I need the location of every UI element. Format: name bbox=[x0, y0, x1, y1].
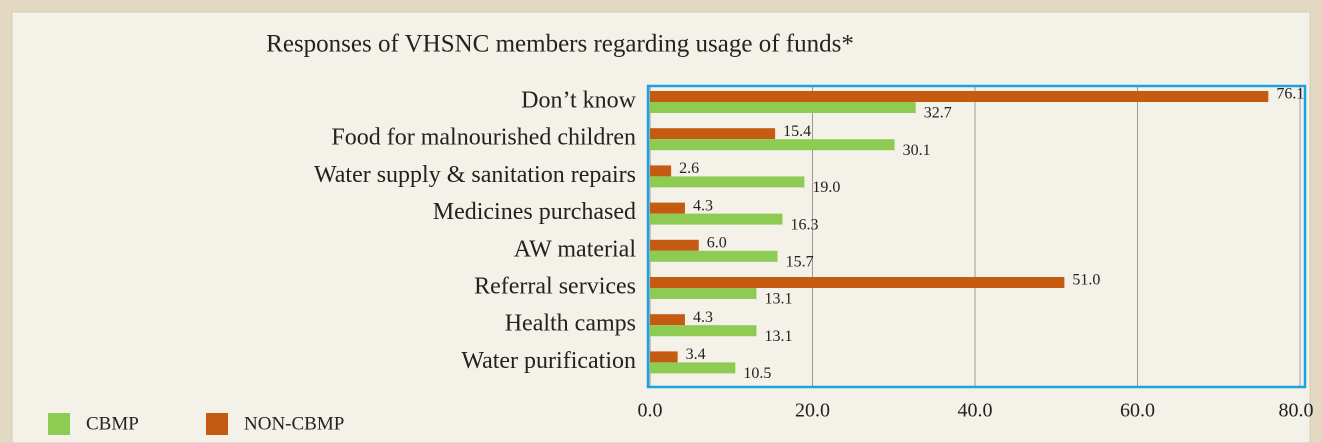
y-tick-label: Health camps bbox=[505, 311, 636, 337]
bar bbox=[650, 102, 916, 113]
value-label: 13.1 bbox=[764, 291, 792, 308]
legend-label: CBMP bbox=[86, 413, 139, 434]
x-tick-label: 80.0 bbox=[1279, 400, 1314, 422]
legend-label: NON-CBMP bbox=[244, 413, 344, 434]
value-label: 76.1 bbox=[1276, 86, 1304, 103]
bar bbox=[650, 250, 778, 262]
y-tick-label: Referral services bbox=[474, 274, 636, 300]
legend-swatch bbox=[206, 413, 228, 435]
y-tick-label: Water supply & sanitation repairs bbox=[314, 162, 636, 188]
bar bbox=[650, 213, 783, 225]
value-label: 13.1 bbox=[764, 328, 792, 345]
value-label: 4.3 bbox=[693, 309, 713, 326]
bar bbox=[650, 128, 776, 140]
y-tick-label: AW material bbox=[514, 236, 637, 262]
y-tick-label: Don’t know bbox=[521, 88, 637, 114]
value-label: 6.0 bbox=[707, 234, 727, 251]
value-label: 15.7 bbox=[786, 253, 814, 270]
legend-swatch bbox=[48, 413, 70, 435]
x-tick-label: 20.0 bbox=[795, 400, 830, 422]
chart-title: Responses of VHSNC members regarding usa… bbox=[266, 31, 854, 58]
value-label: 19.0 bbox=[812, 179, 840, 196]
value-label: 30.1 bbox=[903, 142, 931, 159]
y-tick-label: Food for malnourished children bbox=[331, 125, 636, 151]
value-label: 10.5 bbox=[743, 365, 771, 382]
bar bbox=[650, 91, 1269, 102]
x-tick-label: 40.0 bbox=[958, 400, 993, 422]
value-label: 16.3 bbox=[790, 216, 818, 233]
value-label: 15.4 bbox=[783, 123, 811, 140]
value-label: 32.7 bbox=[924, 105, 952, 122]
value-label: 4.3 bbox=[693, 197, 713, 214]
bar bbox=[650, 351, 678, 363]
bar bbox=[650, 277, 1065, 288]
bar bbox=[650, 139, 895, 151]
y-tick-label: Medicines purchased bbox=[433, 199, 636, 225]
bar bbox=[650, 362, 736, 374]
bar bbox=[650, 239, 699, 251]
value-label: 2.6 bbox=[679, 160, 699, 177]
x-tick-label: 0.0 bbox=[638, 400, 663, 422]
x-tick-label: 60.0 bbox=[1120, 400, 1155, 422]
bar bbox=[650, 165, 672, 177]
bar bbox=[650, 314, 685, 326]
bar bbox=[650, 202, 685, 214]
panel bbox=[11, 11, 1311, 443]
bar bbox=[650, 325, 757, 337]
bar bbox=[650, 288, 757, 299]
y-tick-label: Water purification bbox=[461, 348, 636, 374]
plot-border bbox=[646, 84, 1307, 389]
value-label: 51.0 bbox=[1072, 272, 1100, 289]
bar bbox=[650, 176, 805, 188]
value-label: 3.4 bbox=[686, 346, 706, 363]
